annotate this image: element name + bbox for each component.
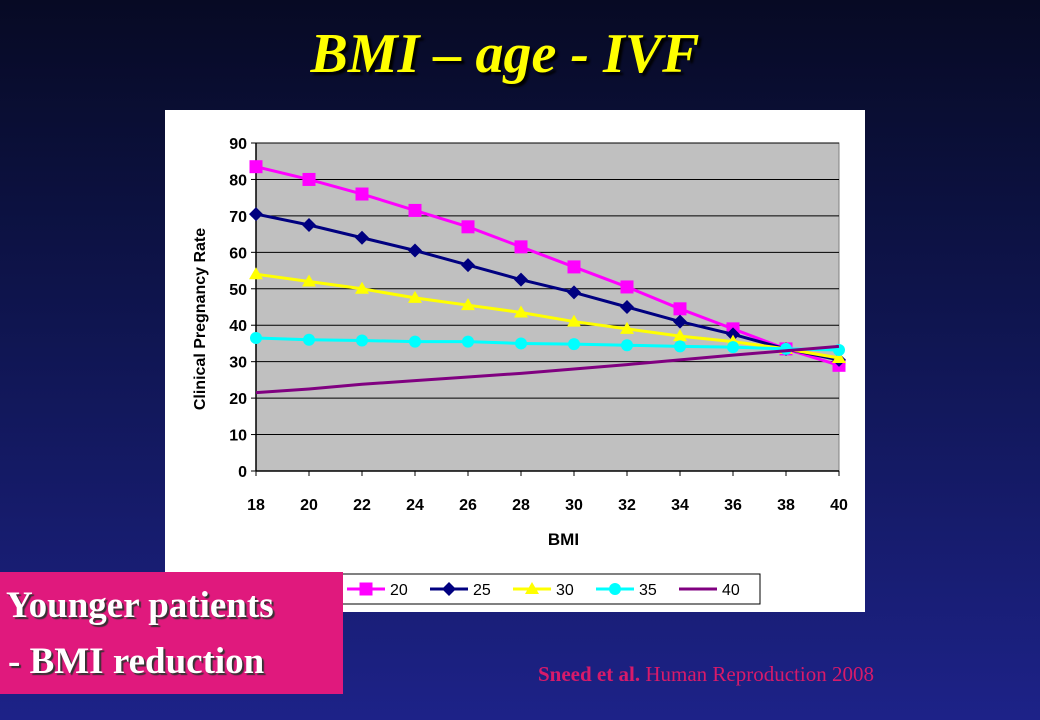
data-point-35 (462, 335, 474, 348)
data-point-35 (356, 334, 368, 347)
y-axis-label: Clinical Pregnancy Rate (192, 228, 209, 410)
data-point-20 (408, 203, 422, 217)
data-point-20 (461, 220, 475, 234)
data-point-30 (620, 321, 634, 334)
y-tick-label: 50 (229, 282, 247, 299)
citation-source: Human Reproduction 2008 (645, 662, 874, 686)
series-line-40 (255, 344, 840, 395)
y-tick-label: 70 (229, 209, 247, 226)
plot-area (255, 142, 840, 472)
legend: 20 25 30 35 40 (339, 573, 761, 605)
series-40 (255, 344, 840, 395)
y-tick-label: 30 (229, 355, 247, 372)
data-point-30 (461, 298, 475, 311)
x-tick-label: 36 (724, 497, 742, 514)
x-tick-label: 30 (565, 497, 583, 514)
data-point-30 (673, 329, 687, 342)
legend-label-40: 40 (722, 582, 740, 599)
legend-marker-25 (442, 582, 456, 596)
data-point-20 (567, 260, 581, 274)
y-tick-label: 40 (229, 318, 247, 335)
y-tick-label: 90 (229, 136, 247, 153)
slide-title: BMI – age - IVF (310, 23, 700, 85)
x-tick-label: 20 (300, 497, 318, 514)
data-point-30 (832, 351, 846, 364)
x-tick-label: 28 (512, 497, 530, 514)
series-20 (249, 160, 846, 372)
data-point-30 (249, 267, 263, 280)
data-point-30 (567, 314, 581, 327)
callout-box: Younger patients - BMI reduction (0, 572, 343, 694)
data-point-20 (514, 240, 528, 254)
y-tick-label: 10 (229, 428, 247, 445)
series-line-20 (255, 165, 840, 367)
legend-marker-30 (525, 582, 539, 594)
data-point-25 (726, 327, 740, 342)
data-point-25 (408, 243, 422, 258)
y-tick-label: 20 (229, 391, 247, 408)
legend-label-20: 20 (390, 582, 408, 599)
x-tick-label: 22 (353, 497, 371, 514)
chart-panel: 0 10 20 30 40 50 60 70 80 90 18 20 22 24 26 28 30 32 34 36 3… (165, 110, 865, 612)
data-point-30 (408, 290, 422, 303)
legend-label-30: 30 (556, 582, 574, 599)
legend-label-25: 25 (473, 582, 491, 599)
legend-marker-35 (609, 583, 621, 595)
data-point-35 (250, 331, 262, 344)
data-point-35 (303, 333, 315, 346)
data-point-35 (727, 341, 739, 354)
data-point-20 (249, 160, 263, 174)
data-point-30 (514, 305, 528, 318)
data-point-30 (302, 274, 316, 287)
callout-line-2: - BMI reduction (8, 641, 265, 682)
x-tick-label: 26 (459, 497, 477, 514)
y-tick-label: 0 (238, 464, 247, 481)
x-tick-label: 32 (618, 497, 636, 514)
series-line-30 (255, 272, 840, 360)
legend-marker-20 (359, 582, 373, 596)
line-chart: 0 10 20 30 40 50 60 70 80 90 18 20 22 24 26 28 30 32 34 36 3… (192, 136, 848, 605)
data-point-25 (514, 272, 528, 287)
legend-label-35: 35 (639, 582, 657, 599)
data-point-35 (568, 338, 580, 351)
data-point-35 (674, 340, 686, 353)
callout-line-1: Younger patients (6, 585, 274, 626)
x-tick-label: 38 (777, 497, 795, 514)
data-point-25 (461, 258, 475, 273)
series-25 (249, 207, 846, 367)
data-point-20 (620, 280, 634, 294)
data-point-35 (515, 337, 527, 350)
x-tick-label: 18 (247, 497, 265, 514)
x-tick-label: 34 (671, 497, 689, 514)
data-point-25 (355, 230, 369, 245)
data-point-20 (355, 187, 369, 201)
data-point-35 (409, 335, 421, 348)
y-tick-label: 60 (229, 245, 247, 262)
x-axis-label: BMI (548, 530, 579, 549)
data-point-25 (567, 285, 581, 300)
data-point-20 (673, 302, 687, 316)
data-point-25 (620, 300, 634, 314)
data-point-25 (302, 218, 316, 232)
data-point-25 (673, 314, 687, 329)
data-point-30 (355, 281, 369, 294)
data-point-35 (621, 339, 633, 352)
data-point-20 (302, 172, 316, 186)
citation-authors: Sneed et al. (538, 662, 641, 686)
citation: Sneed et al. Human Reproduction 2008 (538, 662, 874, 687)
series-line-35 (255, 336, 840, 352)
y-tick-label: 80 (229, 172, 247, 189)
series-line-25 (255, 212, 840, 362)
x-tick-label: 40 (830, 497, 848, 514)
x-tick-label: 24 (406, 497, 424, 514)
data-point-25 (249, 207, 263, 222)
